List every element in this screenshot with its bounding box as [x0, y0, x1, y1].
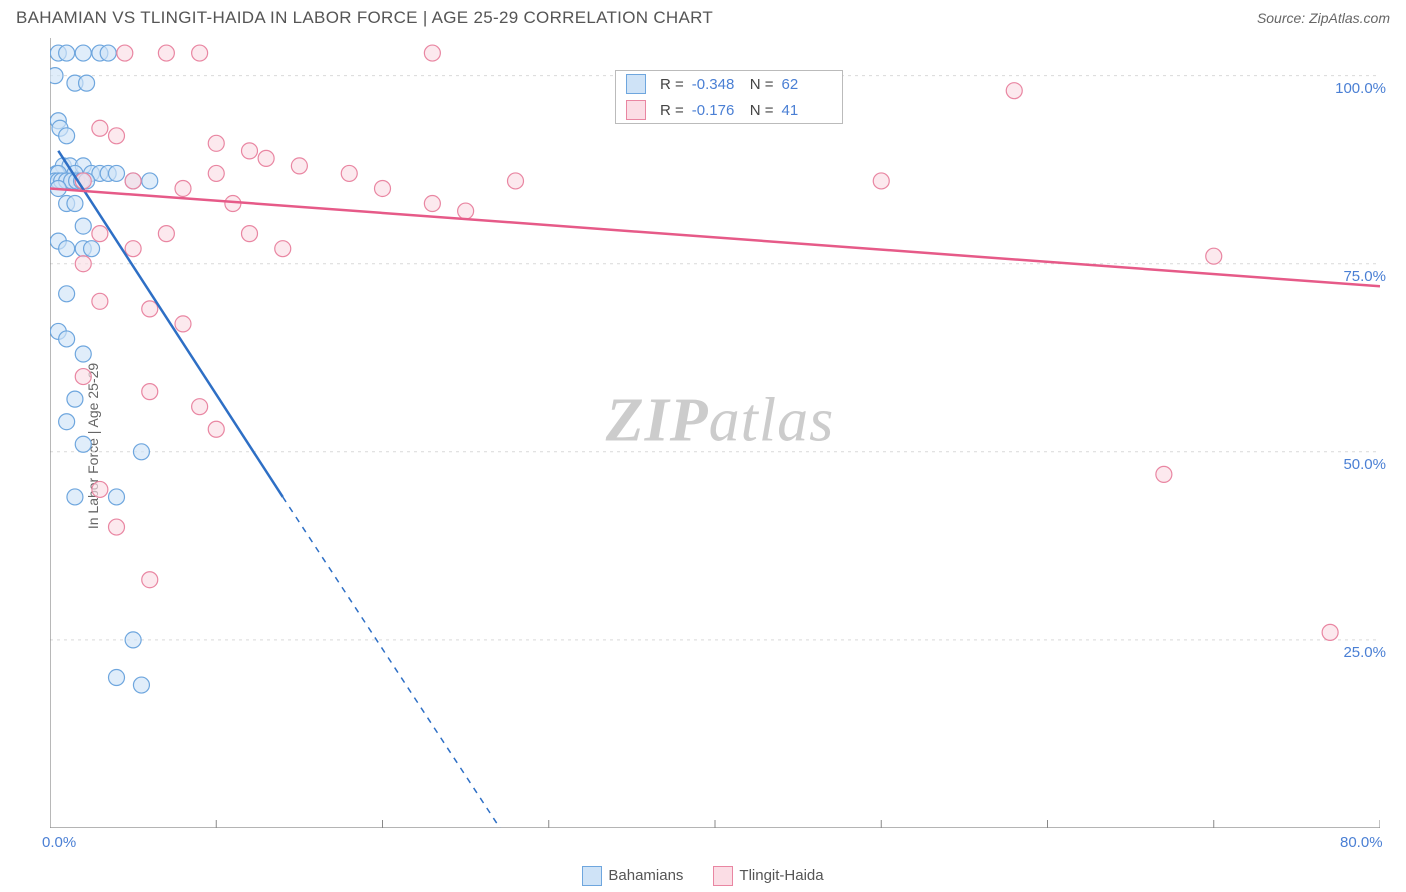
n-value: 41 [782, 102, 832, 119]
y-tick-label: 100.0% [1335, 80, 1386, 97]
legend-swatch [626, 74, 646, 94]
legend-swatch [582, 866, 602, 886]
legend-label: Bahamians [608, 867, 683, 884]
stats-legend-row: R = -0.176 N = 41 [616, 97, 842, 123]
y-tick-label: 50.0% [1343, 456, 1386, 473]
r-label: R = [660, 102, 684, 119]
series-legend: Bahamians Tlingit-Haida [0, 866, 1406, 886]
r-label: R = [660, 76, 684, 93]
legend-swatch [626, 100, 646, 120]
r-value: -0.176 [692, 102, 742, 119]
scatter-chart [50, 38, 1380, 828]
n-label: N = [750, 102, 774, 119]
chart-header: BAHAMIAN VS TLINGIT-HAIDA IN LABOR FORCE… [0, 0, 1406, 32]
legend-swatch [713, 866, 733, 886]
x-tick-label: 0.0% [42, 834, 76, 851]
legend-item: Bahamians [582, 866, 683, 886]
n-label: N = [750, 76, 774, 93]
source-label: Source: ZipAtlas.com [1257, 10, 1390, 26]
chart-area: ZIPatlas R =-0.348N =62R =-0.176N =41 [50, 38, 1390, 852]
stats-legend-row: R = -0.348 N = 62 [616, 71, 842, 97]
y-tick-label: 25.0% [1343, 644, 1386, 661]
chart-title: BAHAMIAN VS TLINGIT-HAIDA IN LABOR FORCE… [16, 8, 713, 28]
x-tick-label: 80.0% [1340, 834, 1383, 851]
n-value: 62 [782, 76, 832, 93]
legend-label: Tlingit-Haida [739, 867, 823, 884]
r-value: -0.348 [692, 76, 742, 93]
stats-legend: R = -0.348 N = 62 R = -0.176 N = 41 [615, 70, 843, 124]
legend-item: Tlingit-Haida [713, 866, 823, 886]
y-tick-label: 75.0% [1343, 268, 1386, 285]
